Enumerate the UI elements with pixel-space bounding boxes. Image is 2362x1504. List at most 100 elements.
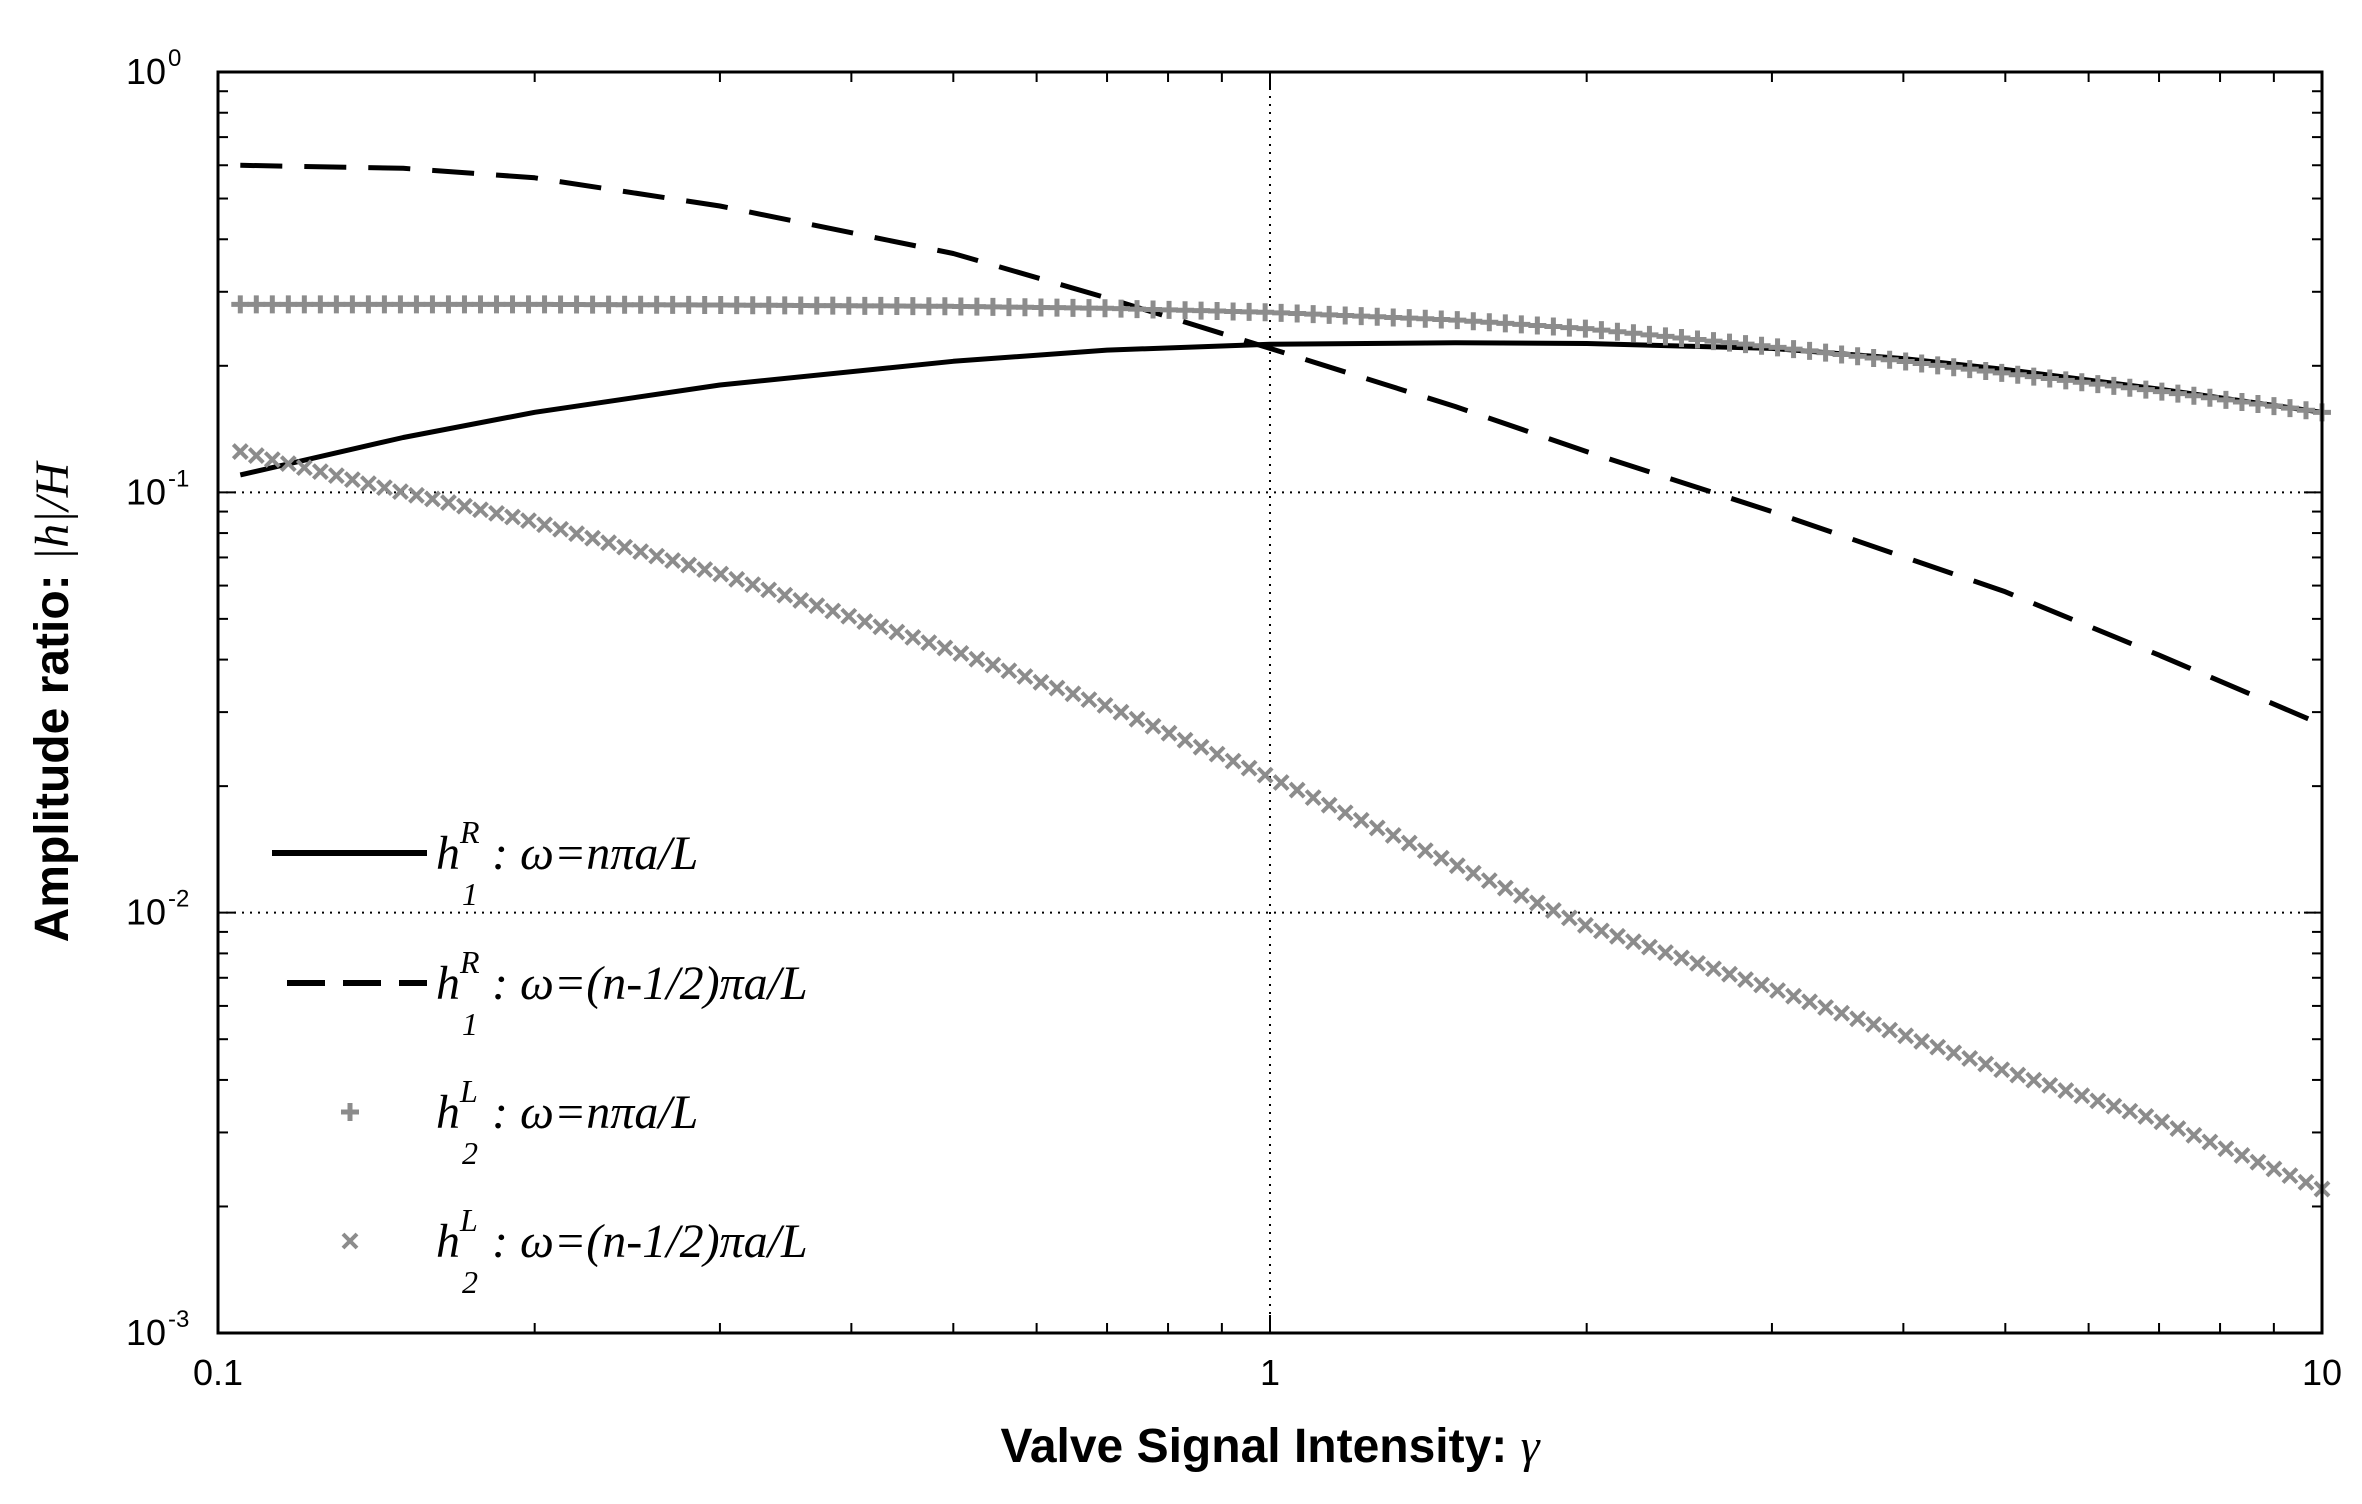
grid-lines (218, 72, 2322, 1333)
x-axis-title: Valve Signal Intensity: γ (1000, 1420, 1540, 1473)
plus-marker (2184, 386, 2203, 405)
x-marker (2281, 1167, 2299, 1185)
plus-marker (1320, 305, 1339, 324)
plus-marker (1368, 307, 1387, 326)
series-1 (239, 340, 2323, 478)
plus-marker (919, 297, 938, 316)
plus-marker (1704, 332, 1723, 351)
x-marker (375, 479, 393, 497)
plus-marker (1176, 301, 1195, 320)
x-marker (1112, 703, 1130, 721)
plus-marker (1480, 313, 1499, 332)
plus-marker (759, 296, 778, 315)
plus-marker (2008, 365, 2027, 384)
x-marker (1881, 1021, 1899, 1039)
plus-marker (327, 295, 346, 314)
plus-marker (1047, 298, 1066, 317)
plot-area-frame (216, 70, 2324, 1335)
y-tick-label-exponent: -3 (168, 1306, 189, 1333)
x-marker (1368, 819, 1386, 837)
legend: hR 1: ω=nπa/L hR 1: ω=(n-1/2)πa/L hL 2: ω=nπa… (272, 814, 808, 1300)
plus-marker (967, 297, 986, 316)
plus-marker (1816, 343, 1835, 362)
x-marker (1016, 668, 1034, 685)
y-tick-label-exponent: -2 (168, 886, 189, 913)
x-marker (231, 443, 249, 461)
plus-marker (1528, 316, 1547, 335)
plus-marker (1272, 303, 1291, 322)
x-marker (1032, 673, 1050, 691)
plus-marker (1512, 315, 1531, 334)
plus-marker (1688, 330, 1707, 349)
x-marker (2201, 1133, 2219, 1151)
x-marker (952, 645, 970, 662)
x-marker (520, 512, 537, 530)
x-marker (648, 547, 666, 565)
x-marker (2217, 1140, 2235, 1158)
x-marker (776, 586, 794, 604)
x-marker (1673, 949, 1690, 967)
x-marker (936, 639, 954, 657)
plus-marker (1031, 298, 1050, 317)
legend-label: hR 1: ω=(n-1/2)πa/L (436, 944, 808, 1042)
plus-marker (1240, 302, 1259, 321)
x-marker (824, 602, 842, 620)
x-marker (1544, 902, 1562, 919)
y-tick-label: 10 (126, 51, 166, 92)
x-marker (1801, 993, 1818, 1011)
plus-marker (2024, 367, 2043, 386)
plus-marker (1336, 306, 1355, 325)
x-marker (1625, 933, 1642, 951)
plus-marker (2168, 384, 2187, 403)
x-marker (2089, 1092, 2107, 1110)
legend-item-1: hR 1: ω=nπa/L (272, 814, 698, 912)
x-marker (1609, 927, 1626, 945)
plus-marker (1576, 319, 1595, 338)
x-marker (1128, 710, 1146, 728)
legend-swatch-x (341, 1232, 359, 1250)
plus-marker (1544, 317, 1563, 336)
plus-marker (2296, 401, 2315, 420)
plus-marker (359, 295, 378, 314)
plus-marker (343, 295, 362, 314)
y-axis-title: Amplitude ratio: |h|/H (26, 460, 79, 942)
x-marker (1993, 1061, 2011, 1079)
plus-marker (247, 295, 266, 314)
y-tick-label-exponent: -1 (168, 465, 189, 492)
x-marker (359, 475, 377, 493)
plus-marker (903, 297, 922, 316)
x-marker (1753, 976, 1770, 994)
x-marker (1945, 1044, 1963, 1062)
x-marker (1592, 922, 1610, 940)
plus-marker (295, 295, 314, 314)
x-marker (488, 504, 505, 522)
x-marker (1208, 745, 1226, 763)
x-marker (2137, 1107, 2155, 1125)
plus-marker (743, 296, 762, 315)
x-marker (1384, 827, 1402, 844)
plus-marker (1848, 347, 1867, 366)
x-marker (247, 447, 265, 465)
plus-marker (279, 295, 298, 314)
x-marker (1657, 944, 1674, 961)
plus-marker (231, 295, 250, 314)
x-marker (1464, 864, 1482, 882)
plus-marker (1640, 325, 1659, 344)
x-marker (744, 576, 762, 594)
y-tick-label: 10 (126, 1312, 166, 1353)
plus-marker (823, 296, 842, 315)
x-marker (327, 467, 345, 485)
y-tick-label-exponent: 0 (168, 45, 181, 72)
plus-marker (567, 295, 586, 314)
plus-marker (1944, 358, 1963, 377)
plus-marker (1352, 307, 1371, 326)
plus-marker (1384, 308, 1403, 327)
x-marker (1913, 1033, 1931, 1050)
x-marker (1160, 724, 1178, 742)
legend-swatch-plus (341, 1103, 359, 1121)
x-marker (263, 451, 281, 469)
y-tick-label: 10 (126, 471, 166, 512)
plus-marker (679, 295, 698, 314)
x-marker (888, 623, 906, 641)
plus-marker (2136, 380, 2155, 399)
